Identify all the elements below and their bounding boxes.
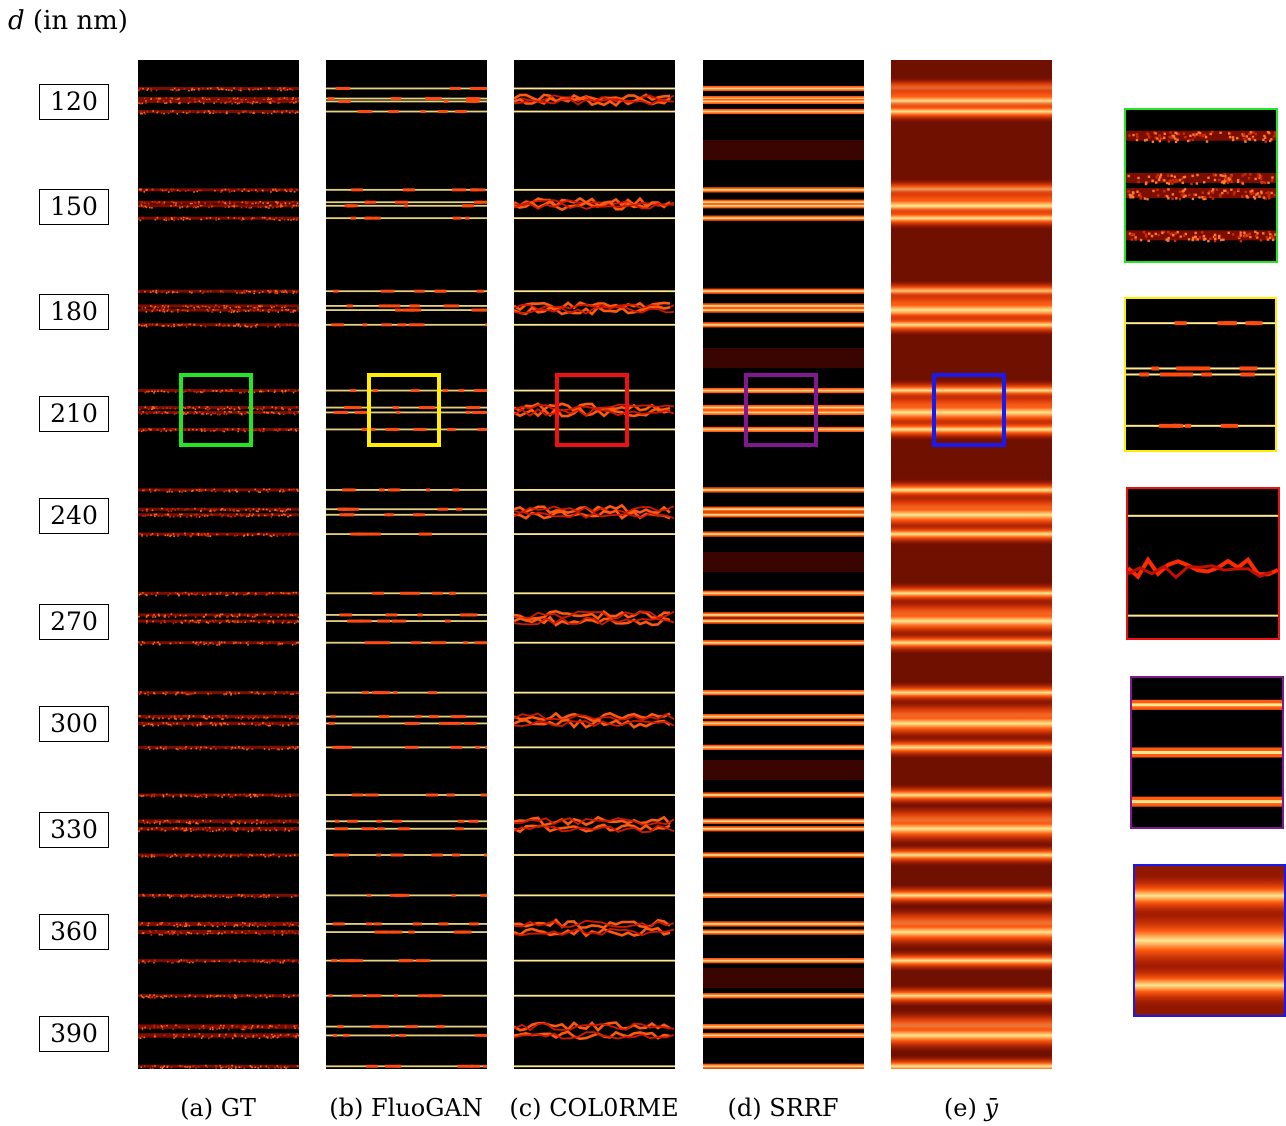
zoom-srrf-image [1132, 699, 1282, 807]
distance-label: 120 [39, 84, 109, 120]
zoom-colorme-image [1128, 514, 1278, 617]
zoom-inset-fluogan [1124, 297, 1277, 452]
zoom-inset-gt [1124, 108, 1278, 263]
panel-colorme [514, 60, 675, 1069]
distance-label: 150 [39, 189, 109, 225]
caption-name: ȳ [984, 1094, 999, 1122]
ybar-image [891, 60, 1052, 1069]
zoom-inset-colorme [1126, 487, 1280, 640]
colorme-image [514, 87, 675, 1068]
distance-label: 210 [39, 396, 109, 432]
gt-image [138, 86, 299, 1069]
caption-prefix: (b) [329, 1094, 364, 1122]
panel-srrf [703, 60, 864, 1069]
distance-label: 360 [39, 914, 109, 950]
roi-box-srrf [744, 373, 818, 447]
srrf-image [703, 85, 864, 1069]
distance-label: 330 [39, 812, 109, 848]
distance-label: 300 [39, 706, 109, 742]
distance-label: 270 [39, 604, 109, 640]
caption-prefix: (c) [509, 1094, 542, 1122]
distance-label: 240 [39, 498, 109, 534]
roi-box-gt [179, 373, 253, 447]
roi-box-colorme [555, 373, 629, 447]
caption-colorme: (c) COL0RME [499, 1094, 689, 1122]
axis-unit: (in nm) [32, 6, 128, 36]
roi-box-ybar [932, 373, 1006, 447]
caption-name: GT [220, 1094, 256, 1122]
caption-prefix: (e) [943, 1094, 977, 1122]
caption-gt: (a) GT [168, 1094, 268, 1122]
zoom-inset-srrf [1130, 676, 1284, 829]
caption-srrf: (d) SRRF [713, 1094, 853, 1122]
panel-gt [138, 60, 299, 1069]
caption-prefix: (a) [180, 1094, 214, 1122]
zoom-gt-image [1126, 130, 1276, 243]
zoom-fluogan-image [1126, 321, 1275, 428]
zoom-inset-ybar [1133, 864, 1286, 1017]
caption-name: COL0RME [549, 1094, 679, 1122]
fluogan-image [326, 86, 487, 1068]
panel-ybar [891, 60, 1052, 1069]
axis-symbol: d [8, 6, 25, 36]
caption-ybar: (e) ȳ [916, 1094, 1026, 1122]
caption-prefix: (d) [727, 1094, 762, 1122]
caption-name: FluoGAN [370, 1094, 483, 1122]
zoom-ybar-image [1135, 866, 1284, 1015]
roi-box-fluogan [367, 373, 441, 447]
distance-label: 180 [39, 294, 109, 330]
caption-name: SRRF [769, 1094, 839, 1122]
caption-fluogan: (b) FluoGAN [316, 1094, 496, 1122]
panel-fluogan [326, 60, 487, 1069]
axis-title: d (in nm) [8, 6, 128, 36]
distance-label: 390 [39, 1016, 109, 1052]
